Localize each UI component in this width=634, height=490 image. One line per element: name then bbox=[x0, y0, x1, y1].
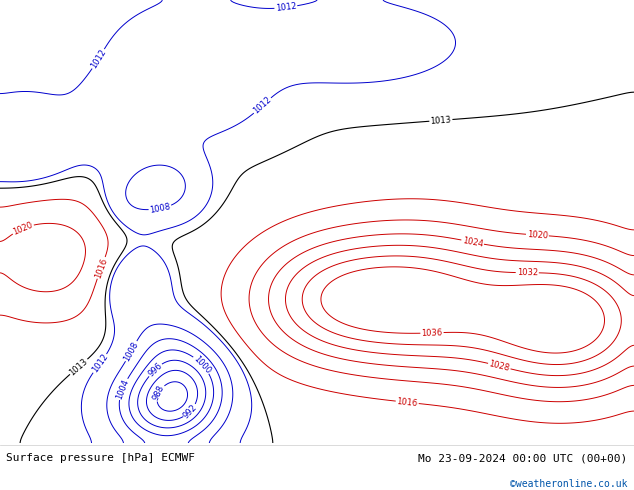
Text: 1020: 1020 bbox=[11, 220, 34, 237]
Text: 1013: 1013 bbox=[68, 356, 89, 377]
Text: 1013: 1013 bbox=[430, 115, 452, 125]
Text: 1032: 1032 bbox=[517, 268, 538, 277]
Text: 1012: 1012 bbox=[89, 48, 108, 70]
Text: 1016: 1016 bbox=[396, 397, 418, 408]
Text: 1012: 1012 bbox=[252, 95, 273, 116]
Text: 1036: 1036 bbox=[421, 328, 443, 338]
Text: 988: 988 bbox=[152, 384, 166, 402]
Text: 992: 992 bbox=[181, 402, 199, 420]
Text: 1024: 1024 bbox=[462, 236, 484, 248]
Text: 1012: 1012 bbox=[90, 352, 110, 374]
Text: 1016: 1016 bbox=[93, 256, 109, 279]
Text: Surface pressure [hPa] ECMWF: Surface pressure [hPa] ECMWF bbox=[6, 453, 195, 464]
Text: 1004: 1004 bbox=[115, 378, 131, 400]
Text: 1008: 1008 bbox=[122, 340, 140, 363]
Text: Mo 23-09-2024 00:00 UTC (00+00): Mo 23-09-2024 00:00 UTC (00+00) bbox=[418, 453, 628, 464]
Text: 996: 996 bbox=[146, 361, 164, 378]
Text: 1008: 1008 bbox=[149, 202, 171, 215]
Text: 1028: 1028 bbox=[488, 359, 510, 373]
Text: 1012: 1012 bbox=[275, 1, 297, 13]
Text: 1020: 1020 bbox=[527, 230, 548, 240]
Text: 1000: 1000 bbox=[191, 354, 212, 375]
Text: ©weatheronline.co.uk: ©weatheronline.co.uk bbox=[510, 479, 628, 490]
